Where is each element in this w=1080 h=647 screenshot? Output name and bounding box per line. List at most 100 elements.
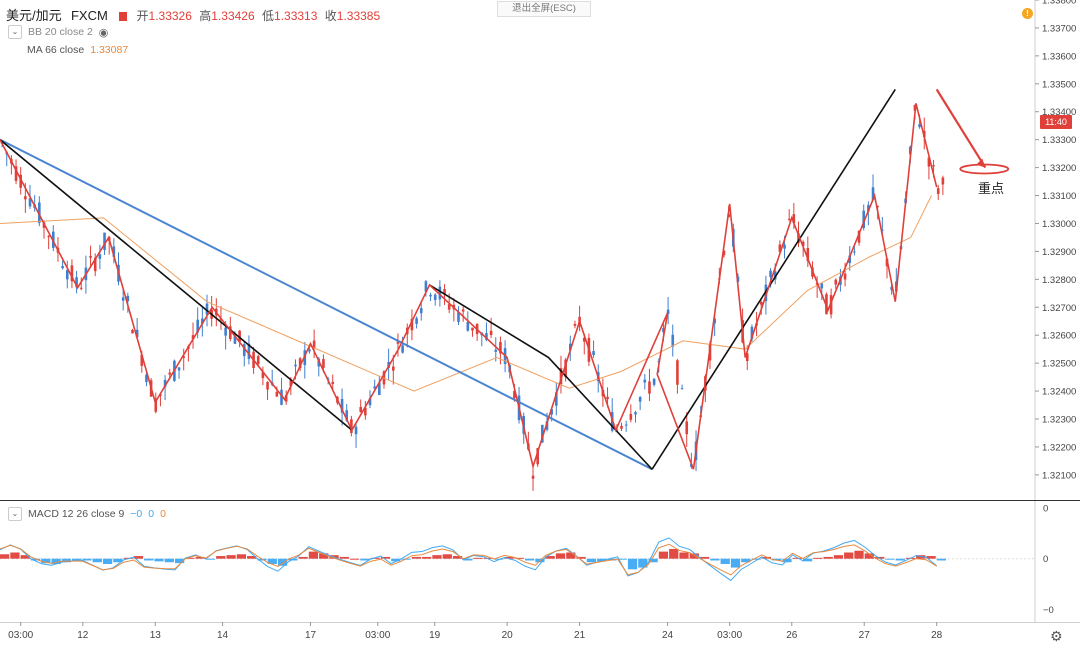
exit-fullscreen-button[interactable]: 退出全屏(ESC) (497, 1, 591, 17)
candle-body (359, 406, 362, 412)
y-tick-label: 1.33100 (1042, 191, 1076, 202)
bb-label: BB 20 close 2 (28, 26, 93, 38)
macd-histogram-bar (113, 558, 123, 563)
candle-body (648, 381, 651, 394)
macd-histogram-bar (133, 556, 144, 559)
macd-histogram-bar (813, 557, 823, 559)
chevron-down-icon[interactable]: ⌄ (8, 25, 22, 39)
candle-body (573, 323, 577, 326)
eye-icon[interactable]: ◉ (98, 26, 109, 39)
candle-body (592, 351, 595, 355)
x-tick-label: 03:00 (717, 630, 742, 641)
candle-body (131, 329, 134, 334)
candle-body (256, 355, 260, 365)
macd-histogram-bar (638, 558, 648, 568)
candle-body (620, 425, 623, 429)
candle-body (284, 395, 288, 402)
macd-histogram-bar (164, 558, 174, 563)
candle-body (559, 368, 563, 385)
macd-histogram-bar (597, 558, 607, 562)
x-tick-label: 13 (150, 630, 162, 641)
macd-histogram-bar (442, 554, 452, 559)
candle-body (555, 392, 558, 406)
candle-body (848, 255, 852, 264)
macd-histogram-bar (566, 552, 576, 559)
candle-body (98, 254, 102, 259)
macd-histogram-bar (483, 557, 494, 559)
candle-body (941, 177, 945, 185)
macd-histogram-bar (514, 557, 524, 559)
candle-body (461, 309, 465, 312)
candle-body (191, 335, 195, 340)
x-tick-label: 12 (77, 630, 89, 641)
y-tick-label: 1.32400 (1042, 387, 1076, 398)
macd-histogram-bar (494, 558, 504, 560)
candle-body (242, 344, 246, 357)
macd-signal-line (0, 543, 937, 576)
macd-label: MACD 12 26 close 9 (28, 508, 125, 520)
macd-histogram-bar (298, 556, 308, 559)
candle-body (182, 356, 186, 358)
candle-body (722, 250, 726, 256)
flag-icon[interactable] (119, 12, 128, 21)
candle-body (378, 382, 381, 396)
candle-body (564, 359, 567, 378)
candle-body (629, 413, 633, 420)
macd-histogram-bar (411, 556, 422, 559)
macd-histogram-bar (422, 556, 432, 559)
macd-histogram-bar (277, 558, 288, 566)
candle-body (867, 205, 870, 212)
macd-histogram-bar (473, 557, 483, 559)
annotation-label: 重点 (978, 181, 1005, 196)
macd-histogram-bar (41, 558, 51, 564)
macd-histogram-bar (82, 558, 92, 561)
candle-body (918, 124, 921, 128)
y-tick-label: 1.33800 (1042, 0, 1076, 7)
candle-body (345, 410, 349, 421)
candle-body (145, 374, 148, 383)
candle-body (806, 248, 810, 262)
macd-histogram-bar (833, 555, 844, 559)
open-value: 1.33326 (148, 9, 192, 23)
candle-body (857, 230, 861, 243)
macd-histogram-bar (885, 558, 895, 560)
candle-body (419, 308, 423, 314)
candle-body (759, 301, 763, 305)
high-label: 高 (199, 9, 212, 23)
macd-histogram-bar (92, 558, 102, 563)
candle-body (853, 251, 856, 253)
y-tick-label: 1.33600 (1042, 51, 1076, 62)
macd-histogram-bar (102, 558, 113, 565)
macd-histogram-bar (349, 558, 360, 560)
macd-histogram-bar (370, 557, 380, 559)
alert-icon[interactable]: ! (1022, 8, 1033, 19)
candle-body (843, 273, 847, 280)
macd-histogram-bar (504, 556, 514, 559)
candle-body (238, 330, 241, 342)
candle-body (61, 266, 64, 269)
candle-body (568, 343, 572, 351)
candle-body (513, 391, 516, 399)
macd-histogram-bar (576, 556, 586, 559)
candle-body (443, 289, 446, 295)
macd-histogram-bar (772, 558, 782, 561)
candle-body (205, 303, 209, 315)
candle-body (652, 378, 656, 385)
chevron-down-icon[interactable]: ⌄ (8, 507, 22, 521)
candle-body (410, 318, 414, 331)
x-tick-label: 03:00 (8, 630, 33, 641)
candle-body (871, 187, 875, 200)
macd-histogram-bar (247, 556, 257, 559)
candle-body (783, 244, 786, 249)
x-tick-label: 28 (931, 630, 943, 641)
macd-histogram-bar (391, 558, 401, 562)
settings-gear-icon[interactable]: ⚙ (1050, 628, 1063, 644)
candle-body (932, 165, 935, 167)
macd-histogram-bar (751, 558, 761, 560)
macd-y-tick-label: 0 (1043, 504, 1048, 515)
candle-body (485, 333, 488, 340)
x-tick-label: 24 (662, 630, 674, 641)
candle-body (834, 279, 838, 285)
candle-body (829, 295, 833, 315)
